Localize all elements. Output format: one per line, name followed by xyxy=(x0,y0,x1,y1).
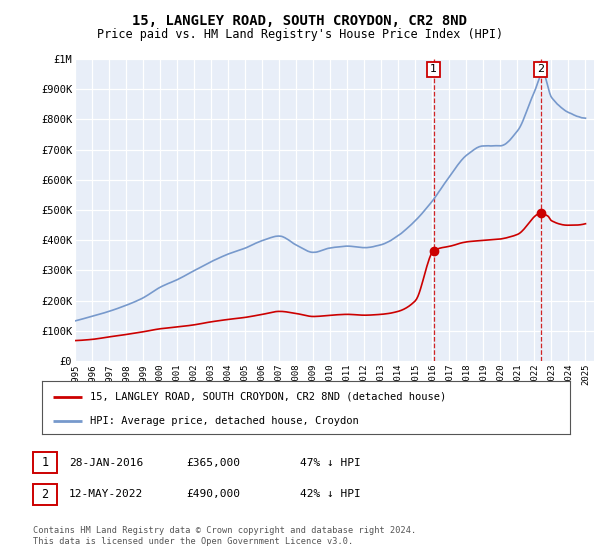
Text: 15, LANGLEY ROAD, SOUTH CROYDON, CR2 8ND: 15, LANGLEY ROAD, SOUTH CROYDON, CR2 8ND xyxy=(133,14,467,28)
Text: Price paid vs. HM Land Registry's House Price Index (HPI): Price paid vs. HM Land Registry's House … xyxy=(97,28,503,41)
Text: 28-JAN-2016: 28-JAN-2016 xyxy=(69,458,143,468)
Text: 12-MAY-2022: 12-MAY-2022 xyxy=(69,489,143,500)
Text: 15, LANGLEY ROAD, SOUTH CROYDON, CR2 8ND (detached house): 15, LANGLEY ROAD, SOUTH CROYDON, CR2 8ND… xyxy=(89,392,446,402)
Text: 2: 2 xyxy=(537,64,544,74)
Text: 1: 1 xyxy=(41,456,49,469)
Text: 47% ↓ HPI: 47% ↓ HPI xyxy=(300,458,361,468)
Text: 42% ↓ HPI: 42% ↓ HPI xyxy=(300,489,361,500)
Text: 1: 1 xyxy=(430,64,437,74)
Text: 2: 2 xyxy=(41,488,49,501)
Text: £490,000: £490,000 xyxy=(186,489,240,500)
Text: HPI: Average price, detached house, Croydon: HPI: Average price, detached house, Croy… xyxy=(89,416,358,426)
Text: £365,000: £365,000 xyxy=(186,458,240,468)
Text: Contains HM Land Registry data © Crown copyright and database right 2024.
This d: Contains HM Land Registry data © Crown c… xyxy=(33,526,416,546)
